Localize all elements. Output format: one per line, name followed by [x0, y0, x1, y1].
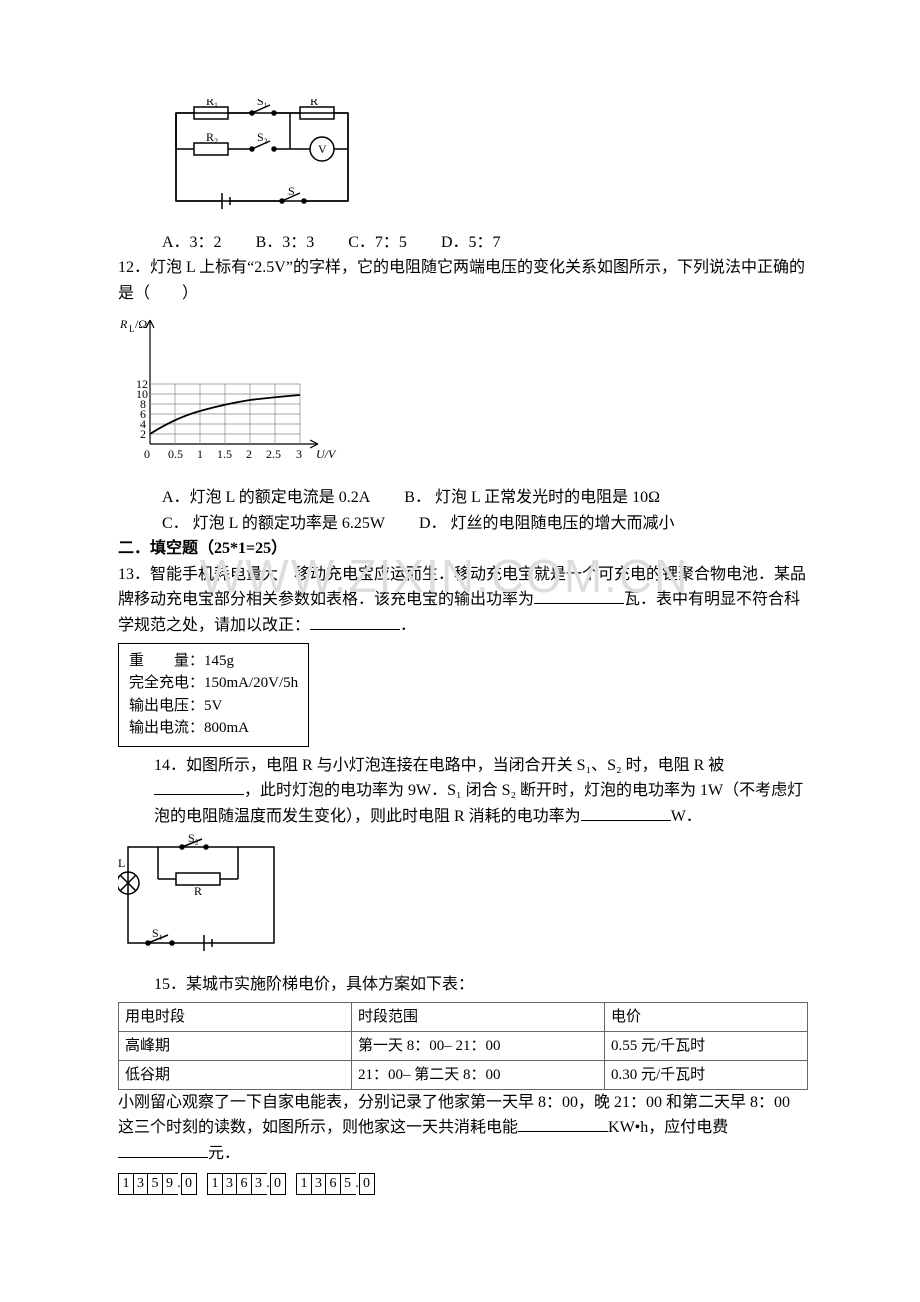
spec-row-3: 输出电流：800mA: [129, 717, 298, 740]
q15-text3: 元．: [208, 1145, 240, 1162]
svg-text:S₂: S₂: [257, 130, 268, 144]
svg-text:/Ω: /Ω: [135, 317, 147, 331]
q13-blank2: [310, 629, 400, 630]
pricing-table: 用电时段 时段范围 电价 高峰期 第一天 8：00– 21：00 0.55 元/…: [118, 1002, 808, 1090]
q12-opt-d: D． 灯丝的电阻随电压的增大而减小: [419, 511, 675, 537]
q15-stem: 15．某城市实施阶梯电价，具体方案如下表：: [154, 972, 806, 998]
q12-options: A．灯泡 L 的额定电流是 0.2A B． 灯泡 L 正常发光时的电阻是 10Ω…: [162, 485, 806, 536]
svg-text:R₂: R₂: [206, 130, 218, 144]
svg-text:L: L: [118, 856, 125, 870]
svg-text:1: 1: [197, 447, 203, 461]
q15-blank2: [118, 1157, 208, 1158]
q11-opt-a: A．3：2: [162, 230, 222, 256]
hdr-2: 电价: [605, 1002, 808, 1031]
q12-opt-a: A．灯泡 L 的额定电流是 0.2A: [162, 485, 370, 511]
table-row: 用电时段 时段范围 电价: [119, 1002, 808, 1031]
q11-circuit: R₁ S₁ R R₂ S₂ V S: [162, 99, 806, 224]
cell: 0.30 元/千瓦时: [605, 1060, 808, 1089]
svg-text:2: 2: [246, 447, 252, 461]
section-2-header: 二．填空题（25*1=25）: [118, 536, 806, 562]
q15-blank1: [518, 1131, 608, 1132]
meter-digit: 0: [270, 1173, 286, 1195]
svg-text:0.5: 0.5: [168, 447, 183, 461]
svg-text:R: R: [194, 884, 202, 898]
q13-stem3: ．: [400, 617, 416, 634]
cell: 高峰期: [119, 1031, 352, 1060]
meter: 1363.0: [207, 1170, 284, 1196]
svg-text:R₁: R₁: [206, 99, 218, 108]
svg-text:S₁: S₁: [257, 99, 268, 108]
svg-text:2: 2: [140, 427, 146, 441]
q14-blank1: [154, 794, 244, 795]
q14-circuit: S₂ R L S₁: [118, 833, 806, 966]
meter: 1365.0: [296, 1170, 373, 1196]
svg-text:R: R: [310, 99, 318, 108]
q14-blank2: [581, 820, 671, 821]
svg-text:V: V: [318, 142, 327, 156]
hdr-0: 用电时段: [119, 1002, 352, 1031]
meter: 1359.0: [118, 1170, 195, 1196]
spec-row-0: 重 量：145g: [129, 650, 298, 673]
meter-digit: 0: [359, 1173, 375, 1195]
q13: 13．智能手机耗电量大，移动充电宝应运而生．移动充电宝就是一个可充电的锂聚合物电…: [118, 562, 806, 639]
svg-text:0: 0: [144, 447, 150, 461]
cell: 21：00– 第二天 8：00: [352, 1060, 605, 1089]
q12-stem: 12．灯泡 L 上标有“2.5V”的字样，它的电阻随它两端电压的变化关系如图所示…: [118, 255, 806, 306]
svg-text:2.5: 2.5: [266, 447, 281, 461]
spec-row-1: 完全充电：150mA/20V/5h: [129, 672, 298, 695]
svg-text:L: L: [129, 324, 135, 334]
q12-opt-b: B． 灯泡 L 正常发光时的电阻是 10Ω: [404, 485, 660, 511]
spec-row-2: 输出电压：5V: [129, 695, 298, 718]
q11-opt-d: D．5：7: [441, 230, 501, 256]
cell: 低谷期: [119, 1060, 352, 1089]
svg-text:3: 3: [296, 447, 302, 461]
q11-options: A．3：2 B．3：3 C．7：5 D．5：7: [162, 230, 806, 256]
svg-text:1.5: 1.5: [217, 447, 232, 461]
svg-text:U/V: U/V: [316, 447, 337, 461]
meter-digit: 0: [181, 1173, 197, 1195]
q15-text: 小刚留心观察了一下自家电能表，分别记录了他家第一天早 8：00，晚 21：00 …: [118, 1090, 806, 1167]
svg-text:S: S: [288, 184, 295, 198]
q14-stem1: 14．如图所示，电阻 R 与小灯泡连接在电路中，当闭合开关 S₁、S₂ 时，电阻…: [154, 757, 724, 774]
q14-stem2: ，此时灯泡的电功率为 9W．S₁ 闭合 S₂ 断开时，灯泡的电功率为 1W（不考…: [154, 782, 803, 825]
table-row: 高峰期 第一天 8：00– 21：00 0.55 元/千瓦时: [119, 1031, 808, 1060]
cell: 0.55 元/千瓦时: [605, 1031, 808, 1060]
q13-spec-table: 重 量：145g 完全充电：150mA/20V/5h 输出电压：5V 输出电流：…: [118, 643, 309, 747]
q15-text2: KW•h，应付电费: [608, 1119, 728, 1136]
hdr-1: 时段范围: [352, 1002, 605, 1031]
cell: 第一天 8：00– 21：00: [352, 1031, 605, 1060]
q14-stem3: W．: [671, 808, 702, 825]
q11-opt-c: C．7：5: [348, 230, 407, 256]
svg-text:S₁: S₁: [152, 926, 163, 940]
q12-chart: RL/Ω 12 10 8 6 4 2 0 0.5 1 1.5 2 2.5 3 U…: [118, 310, 806, 479]
q11-opt-b: B．3：3: [256, 230, 315, 256]
table-row: 低谷期 21：00– 第二天 8：00 0.30 元/千瓦时: [119, 1060, 808, 1089]
q13-blank1: [534, 603, 624, 604]
q12-opt-c: C． 灯泡 L 的额定功率是 6.25W: [162, 511, 385, 537]
q14: 14．如图所示，电阻 R 与小灯泡连接在电路中，当闭合开关 S₁、S₂ 时，电阻…: [154, 753, 806, 830]
meters: 1359.0 1363.0 1365.0: [118, 1166, 806, 1196]
svg-text:S₂: S₂: [188, 833, 199, 845]
svg-text:R: R: [119, 317, 128, 331]
